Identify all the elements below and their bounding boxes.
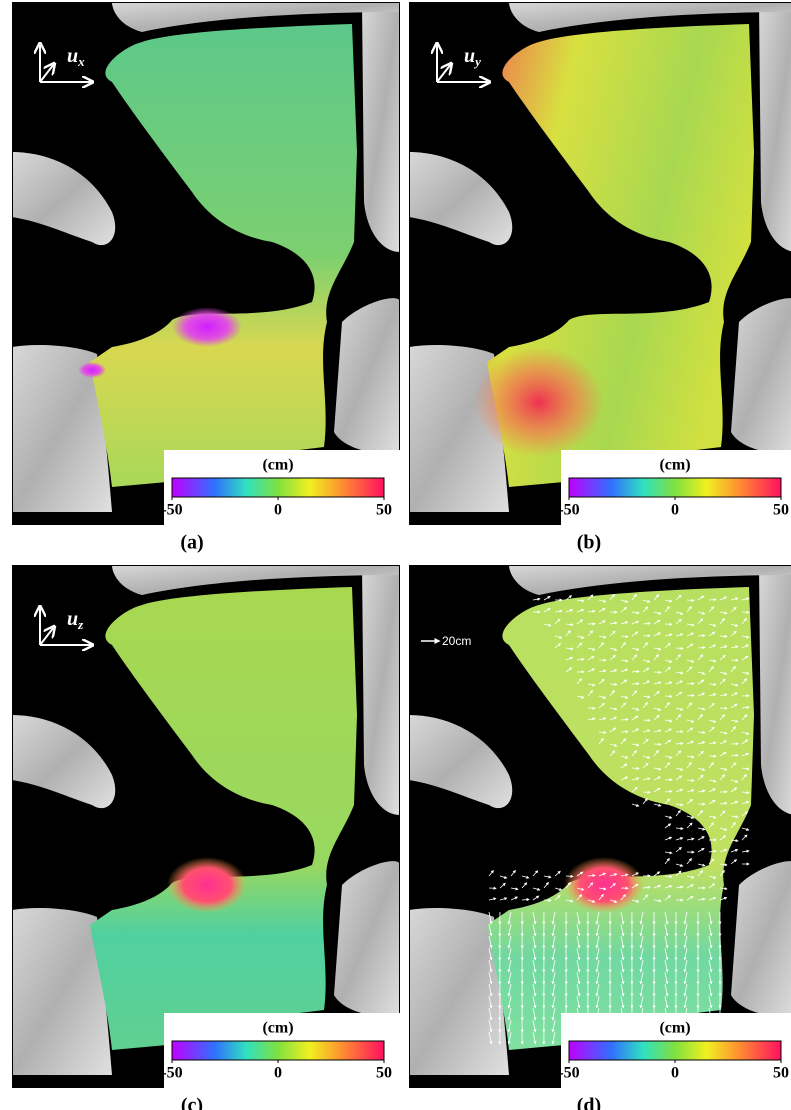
- terrain: [759, 565, 791, 815]
- colorbar-tick-label: 50: [376, 1065, 392, 1082]
- colorbar-tick-label: 50: [376, 502, 392, 519]
- colorbar-tick-label: 50: [773, 502, 789, 519]
- colorbar-unit: (cm): [659, 1020, 690, 1037]
- figure: ux(cm)-50050(a)uy(cm)-50050(b)uz(cm)-500…: [0, 0, 791, 1110]
- component-base: u: [67, 608, 78, 630]
- colorbar: [172, 1041, 384, 1060]
- colorbar-tick-label: -50: [558, 1065, 579, 1082]
- component-subscript: x: [77, 54, 85, 69]
- colorbar-unit: (cm): [262, 457, 293, 474]
- component-subscript: y: [473, 54, 481, 69]
- anomaly: [474, 347, 604, 457]
- anomaly: [564, 857, 644, 913]
- colorbar-tick-label: -50: [161, 1065, 182, 1082]
- component-base: u: [67, 45, 78, 67]
- anomaly: [167, 857, 247, 913]
- map-panel: uy (cm) -50 0 50: [409, 2, 791, 525]
- colorbar-unit: (cm): [262, 1020, 293, 1037]
- colorbar: [569, 1041, 781, 1060]
- component-subscript: z: [77, 617, 84, 632]
- colorbar: [172, 478, 384, 497]
- scale-arrow-label: 20cm: [442, 634, 471, 648]
- terrain: [731, 298, 791, 453]
- terrain: [731, 861, 791, 1016]
- colorbar-tick-label: 0: [671, 502, 679, 519]
- terrain: [759, 2, 791, 252]
- colorbar-tick-label: 0: [274, 502, 282, 519]
- map-panel: ux (cm) -50 0 50: [12, 2, 406, 525]
- terrain: [334, 861, 400, 1016]
- panel-label: (c): [181, 1095, 203, 1110]
- component-base: u: [464, 45, 475, 67]
- panel-label: (a): [180, 532, 203, 554]
- colorbar: [569, 478, 781, 497]
- terrain: [362, 565, 400, 815]
- colorbar-tick-label: 0: [671, 1065, 679, 1082]
- colorbar-unit: (cm): [659, 457, 690, 474]
- colorbar-tick-label: -50: [161, 502, 182, 519]
- colorbar-tick-label: -50: [558, 502, 579, 519]
- panel-label: (d): [577, 1095, 601, 1110]
- colorbar-tick-label: 0: [274, 1065, 282, 1082]
- terrain: [334, 298, 400, 453]
- map-panel: 20cm (cm) -50 0 50: [409, 565, 791, 1088]
- anomaly: [78, 362, 106, 378]
- anomaly: [172, 307, 242, 347]
- terrain: [362, 2, 400, 252]
- panel-label: (b): [577, 532, 601, 554]
- map-panel: uz (cm) -50 0 50: [12, 565, 406, 1088]
- colorbar-tick-label: 50: [773, 1065, 789, 1082]
